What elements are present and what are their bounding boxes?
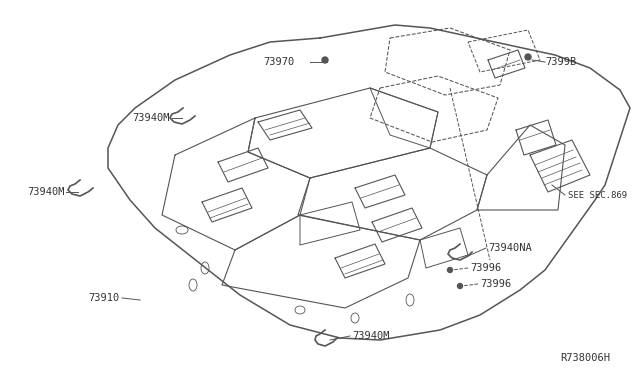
Circle shape xyxy=(525,54,531,60)
Circle shape xyxy=(322,57,328,63)
Text: 73996: 73996 xyxy=(470,263,501,273)
Text: SEE SEC.869: SEE SEC.869 xyxy=(568,190,627,199)
Text: R738006H: R738006H xyxy=(560,353,610,363)
Circle shape xyxy=(458,283,463,289)
Text: 7399B: 7399B xyxy=(545,57,576,67)
Text: 73940M: 73940M xyxy=(352,331,390,341)
Text: 73996: 73996 xyxy=(480,279,511,289)
Text: 73940M: 73940M xyxy=(28,187,65,197)
Circle shape xyxy=(447,267,452,273)
Text: 73940NA: 73940NA xyxy=(488,243,532,253)
Text: 73970: 73970 xyxy=(264,57,295,67)
Text: 73910: 73910 xyxy=(89,293,120,303)
Text: 73940M: 73940M xyxy=(132,113,170,123)
